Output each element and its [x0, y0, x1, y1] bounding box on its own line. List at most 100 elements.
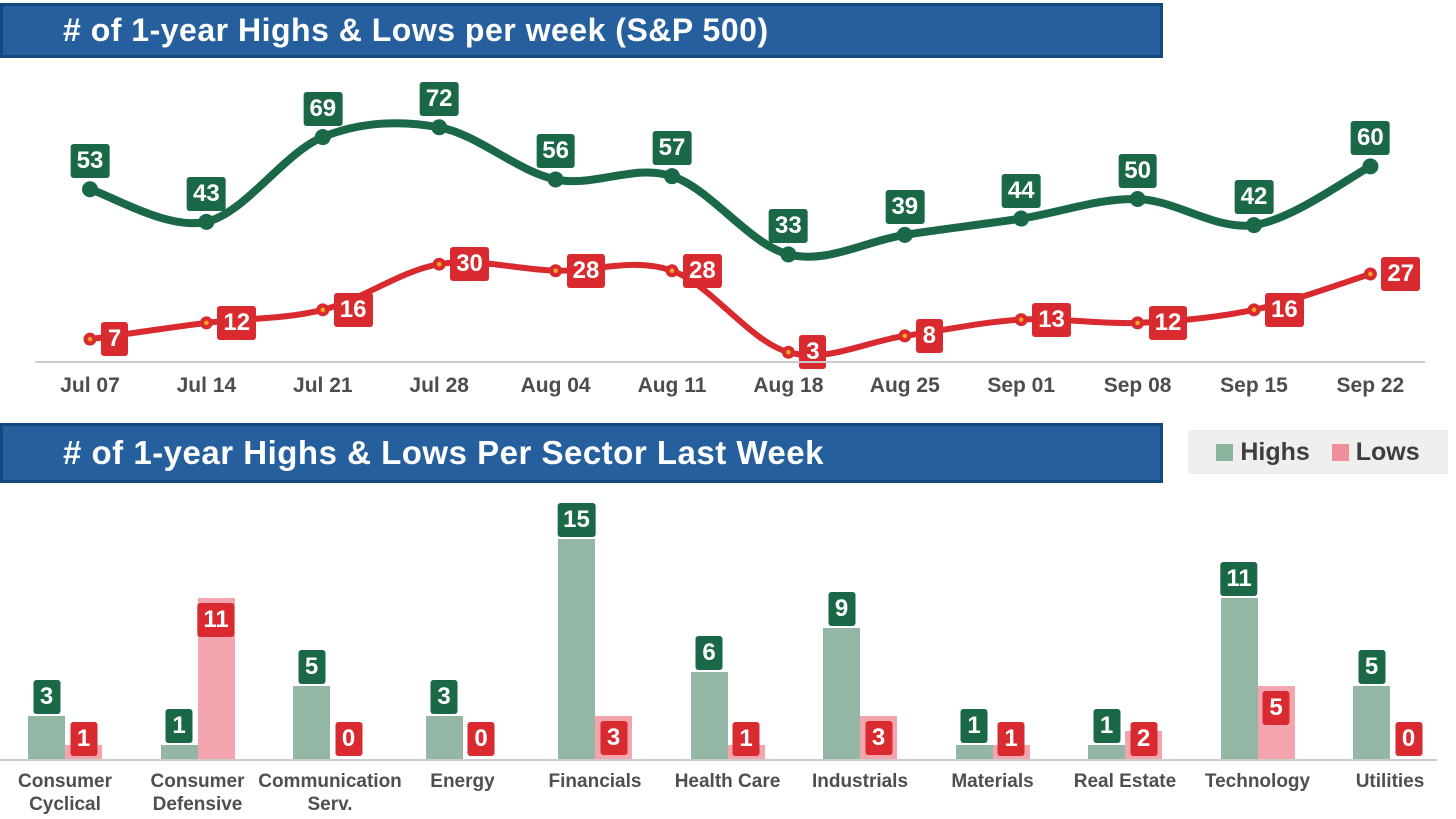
category-label-line: Health Care — [674, 771, 781, 792]
x-tick-label: Sep 08 — [1103, 374, 1172, 397]
lows-marker-center-icon — [204, 320, 209, 326]
highs-value-label: 69 — [303, 92, 343, 127]
legend-highs-label: Highs — [1240, 437, 1310, 466]
category-label: Consumer Cyclical — [0, 770, 145, 816]
highs-marker — [547, 171, 564, 188]
highs-bar-value-label: 15 — [557, 503, 596, 537]
category-label-line: Energy — [430, 771, 495, 792]
category-label-line: Consumer — [150, 771, 245, 792]
category-label-line: Financials — [548, 771, 642, 792]
highs-marker — [664, 168, 680, 185]
lows-value-label: 13 — [1032, 302, 1071, 337]
lows-marker-center-icon — [1018, 317, 1024, 322]
category-label: Technology — [1178, 770, 1338, 793]
category-label: Financials — [515, 770, 675, 793]
lows-bar-value-label: 11 — [197, 603, 235, 637]
category-label: Utilities — [1310, 770, 1456, 793]
lows-value-label: 12 — [217, 305, 257, 340]
highs-value-label: 42 — [1234, 180, 1274, 215]
lows-value-label: 12 — [1148, 305, 1188, 340]
highs-bar-value-label: 1 — [1093, 709, 1120, 743]
highs-bar-value-label: 6 — [695, 636, 723, 670]
highs-bar — [1353, 686, 1390, 760]
x-tick-label: Aug 18 — [753, 374, 824, 397]
lows-bar-value-label: 1 — [732, 722, 760, 756]
category-label-line: Serv. — [307, 794, 353, 815]
highs-marker — [314, 129, 331, 146]
category-label: Health Care — [648, 770, 808, 793]
bar-chart-title: # of 1-year Highs & Lows Per Sector Last… — [63, 434, 824, 471]
bar-chart-title-bar: # of 1-year Highs & Lows Per Sector Last… — [0, 423, 1163, 483]
category-label-line: Defensive — [152, 794, 243, 815]
highs-marker — [896, 226, 913, 243]
highs-bar-value-label: 3 — [430, 680, 458, 714]
lows-value-label: 3 — [799, 335, 827, 370]
lows-bar-value-label: 2 — [1130, 722, 1157, 756]
lows-swatch-icon — [1331, 443, 1349, 461]
highs-value-label: 39 — [885, 189, 925, 224]
highs-marker — [431, 119, 448, 136]
x-tick-label: Aug 11 — [637, 374, 707, 397]
x-tick-label: Aug 25 — [869, 374, 940, 397]
line-chart-x-axis — [35, 361, 1425, 363]
x-tick-label: Jul 21 — [293, 374, 353, 397]
highs-bar-value-label: 3 — [33, 680, 60, 714]
highs-value-label: 72 — [419, 82, 459, 117]
highs-swatch-icon — [1216, 443, 1234, 461]
x-tick-label: Sep 01 — [987, 374, 1056, 397]
highs-bar — [690, 672, 728, 760]
lows-value-label: 16 — [333, 292, 373, 327]
category-label: Industrials — [780, 770, 940, 793]
category-label-line: Utilities — [1355, 771, 1425, 792]
category-label-line: Communication — [258, 771, 402, 792]
highs-marker — [1129, 191, 1146, 207]
lows-value-label: 28 — [683, 253, 722, 288]
highs-value-label: 50 — [1118, 154, 1157, 188]
category-label: Materials — [913, 770, 1073, 793]
highs-value-label: 33 — [769, 209, 808, 244]
highs-marker — [1362, 158, 1379, 175]
lows-bar-value-label: 0 — [467, 722, 495, 756]
highs-marker — [1013, 210, 1030, 227]
category-label: Consumer Defensive — [118, 770, 278, 816]
highs-bar — [1220, 598, 1258, 760]
lows-value-label: 27 — [1381, 256, 1421, 291]
highs-marker — [780, 246, 797, 263]
lows-marker-center-icon — [553, 268, 558, 274]
legend-item-highs: Highs — [1216, 437, 1310, 467]
highs-bar — [28, 716, 65, 760]
highs-bar-value-label: 5 — [1358, 650, 1385, 684]
x-tick-label: Sep 22 — [1336, 374, 1405, 397]
lows-bar-value-label: 0 — [335, 722, 362, 756]
highs-bar — [955, 745, 993, 760]
lows-marker-center-icon — [786, 349, 791, 355]
lows-value-label: 16 — [1265, 292, 1304, 327]
lows-bar-value-label: 5 — [1262, 691, 1290, 725]
highs-value-label: 43 — [187, 176, 226, 211]
highs-bar — [293, 686, 330, 760]
highs-bar-value-label: 1 — [960, 709, 988, 743]
highs-bar-value-label: 1 — [165, 709, 193, 743]
line-chart-title: # of 1-year Highs & Lows per week (S&P 5… — [63, 12, 769, 48]
x-tick-label: Sep 15 — [1220, 374, 1288, 397]
lows-marker-center-icon — [1368, 271, 1373, 277]
lows-value-label: 28 — [566, 253, 606, 288]
category-label: Real Estate — [1045, 770, 1205, 793]
highs-bar — [425, 716, 463, 760]
category-label: Energy — [383, 770, 543, 793]
lows-bar-value-label: 1 — [70, 722, 97, 756]
lows-marker-center-icon — [669, 268, 675, 274]
highs-bar-value-label: 9 — [828, 592, 855, 626]
highs-value-label: 60 — [1351, 121, 1390, 156]
category-label-line: Real Estate — [1073, 771, 1177, 792]
highs-bar — [160, 745, 198, 760]
legend: Highs Lows — [1188, 430, 1448, 474]
highs-value-label: 57 — [652, 131, 692, 166]
category-label-line: Consumer — [18, 771, 112, 792]
highs-bar — [558, 539, 595, 760]
lows-marker-center-icon — [436, 261, 442, 267]
highs-marker — [198, 213, 215, 230]
category-label-line: Materials — [951, 771, 1034, 792]
category-label-line: Industrials — [811, 771, 909, 792]
